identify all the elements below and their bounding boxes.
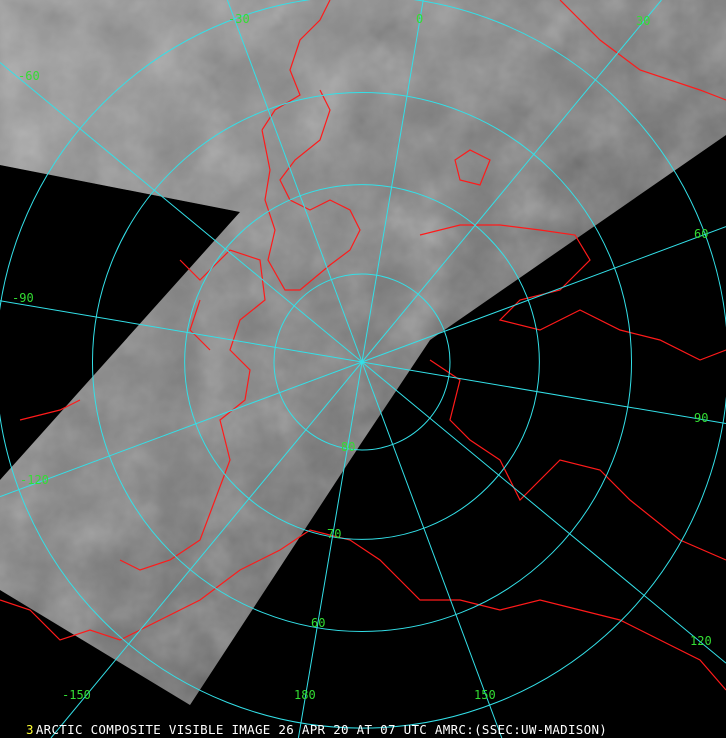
meridian-line — [0, 361, 363, 498]
greenland-coast — [261, 0, 361, 291]
longitude-label: -120 — [20, 473, 49, 487]
siberia-coast — [419, 224, 726, 561]
latitude-label: 70 — [327, 527, 341, 541]
longitude-label: 60 — [694, 227, 708, 241]
meridian-line — [297, 361, 363, 738]
latitude-circle-60 — [91, 91, 633, 633]
latitude-label: 60 — [311, 616, 325, 630]
longitude-label: 150 — [474, 688, 496, 702]
latitude-circle-80 — [273, 273, 451, 451]
meridian-line — [361, 361, 503, 738]
longitude-label: 0 — [416, 12, 423, 26]
meridian-line — [361, 361, 726, 425]
meridian-line — [50, 361, 363, 738]
meridian-line — [0, 300, 363, 363]
meridian-line — [226, 0, 363, 363]
longitude-label: 120 — [690, 634, 712, 648]
longitude-label: 180 — [294, 688, 316, 702]
coastlines — [0, 0, 726, 691]
graticule-labels: -60 -30 0 30 60 90 120 150 180 -150 -120 -90 80 70 60 — [12, 12, 712, 702]
longitude-label: 90 — [694, 411, 708, 425]
meridian-line — [0, 62, 363, 363]
longitude-label: -60 — [18, 69, 40, 83]
meridian-line — [361, 0, 424, 363]
longitude-label: -150 — [62, 688, 91, 702]
caption-text: ARCTIC COMPOSITE VISIBLE IMAGE 26 APR 20… — [35, 722, 608, 737]
meridian-line — [361, 0, 662, 363]
bering-alaska-coast — [0, 399, 726, 691]
frame-number: 3 — [26, 722, 34, 737]
meridian-line — [361, 361, 726, 664]
latitude-circle-70 — [184, 184, 540, 540]
scandinavia-coast — [559, 0, 726, 101]
canadian-archipelago-coast — [119, 249, 266, 571]
svalbard-coast — [454, 149, 491, 186]
longitude-label: 30 — [636, 14, 650, 28]
longitude-label: -30 — [228, 12, 250, 26]
longitude-label: -90 — [12, 291, 34, 305]
image-caption: 3 ARCTIC COMPOSITE VISIBLE IMAGE 26 APR 2… — [26, 722, 607, 737]
meridian-line — [361, 226, 726, 363]
latitude-label: 80 — [341, 440, 355, 454]
